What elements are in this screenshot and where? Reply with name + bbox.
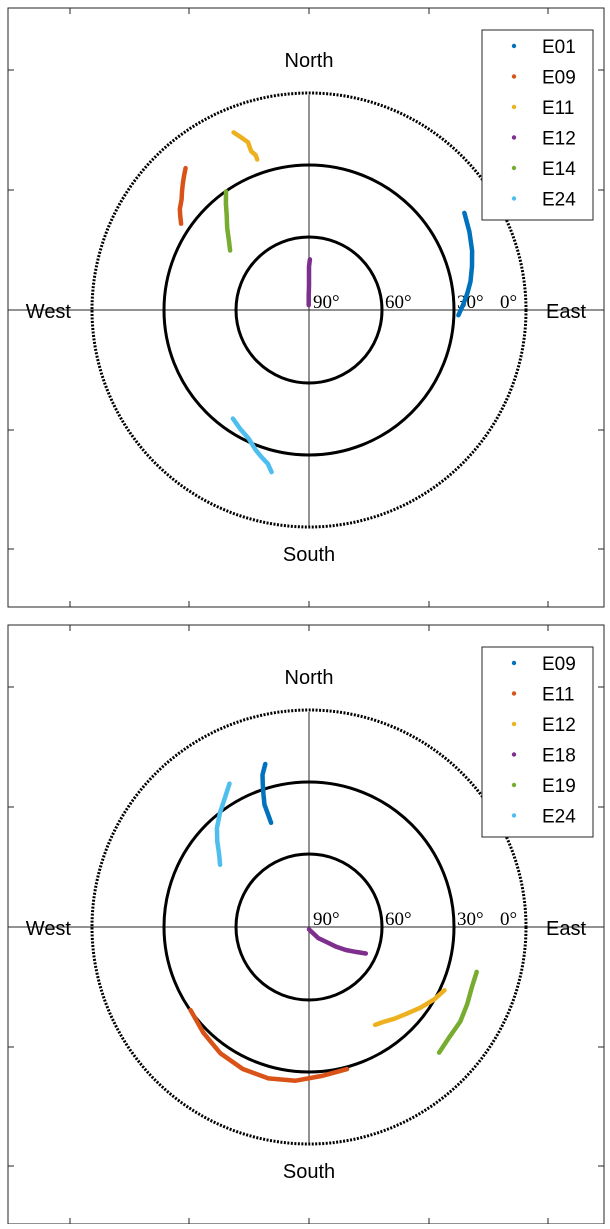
satellite-track-e09 [260,761,274,826]
legend-label-e24: E24 [542,807,576,828]
axes-ticks [8,8,604,607]
legend-box [481,646,594,838]
ring-label-0: 0° [500,909,517,930]
direction-label-north: North [285,50,334,72]
legend-marker-e18 [511,752,517,757]
legend-label-e12: E12 [542,129,576,150]
elevation-ring-60 [234,852,384,1002]
direction-label-south: South [283,544,335,566]
direction-label-east: East [546,301,586,323]
direction-label-west: West [26,918,72,940]
legend-marker-e14 [511,165,517,171]
legend-box [481,29,594,221]
satellite-track-e12 [372,987,447,1028]
legend-label-e24: E24 [542,190,576,211]
legend-label-e14: E14 [542,159,576,180]
satellite-track-e01 [456,210,475,318]
satellite-track-e24 [230,416,274,475]
legend-marker-e09 [511,660,517,666]
legend-label-e18: E18 [542,746,576,767]
satellite-track-e19 [436,969,479,1055]
satellite-track-e11 [231,130,260,162]
ring-label-0: 0° [500,292,517,313]
legend-label-e01: E01 [542,37,576,58]
direction-label-west: West [26,301,72,323]
horizon-ring-0 [90,708,528,1146]
legend-label-e09: E09 [542,654,576,675]
legend-label-e09: E09 [542,68,576,89]
satellite-tracks [188,761,479,1083]
satellite-track-e14 [223,189,233,253]
direction-label-south: South [283,1161,335,1183]
direction-label-north: North [285,667,334,689]
legend-marker-e24 [511,196,517,201]
legend-marker-e01 [511,43,517,49]
legend-label-e12: E12 [542,715,576,736]
horizon-ring-0 [90,91,528,529]
direction-label-east: East [546,918,586,940]
ring-label-90: 90° [313,292,340,313]
legend-marker-e24 [511,813,517,818]
legend-marker-e12 [511,135,517,140]
satellite-track-e09 [177,165,188,226]
legend-items: E01 E09 E11 E12 E14 E24 [511,37,576,211]
satellite-track-e11 [188,1007,350,1083]
legend: E01 E09 E11 E12 E14 E24 [481,29,594,221]
legend-label-e11: E11 [542,98,574,119]
skyplot-panel-1: North South East West 90° 60° 30° 0° E01… [7,7,605,608]
ring-label-60: 60° [385,909,412,930]
satellite-track-e18 [306,927,369,956]
elevation-ring-30 [162,163,456,457]
legend-marker-e11 [511,691,517,696]
ring-label-60: 60° [385,292,412,313]
ring-label-30: 30° [457,909,484,930]
legend-marker-e11 [511,104,517,110]
legend-marker-e12 [511,721,517,727]
legend-marker-e19 [511,782,517,788]
legend-items: E09 E11 E12 E18 E19 E24 [511,654,576,828]
legend-label-e11: E11 [542,685,574,706]
elevation-ring-30 [162,780,456,1074]
satellite-track-e12 [306,257,313,308]
satellite-track-e24 [214,781,232,868]
elevation-ring-60 [234,235,384,385]
skyplot-panel-2: North South East West 90° 60° 30° 0° E09… [7,624,605,1225]
legend-marker-e09 [511,74,517,79]
satellite-tracks [177,130,475,475]
legend-label-e19: E19 [542,776,576,797]
ring-label-90: 90° [313,909,340,930]
legend: E09 E11 E12 E18 E19 E24 [481,646,594,838]
